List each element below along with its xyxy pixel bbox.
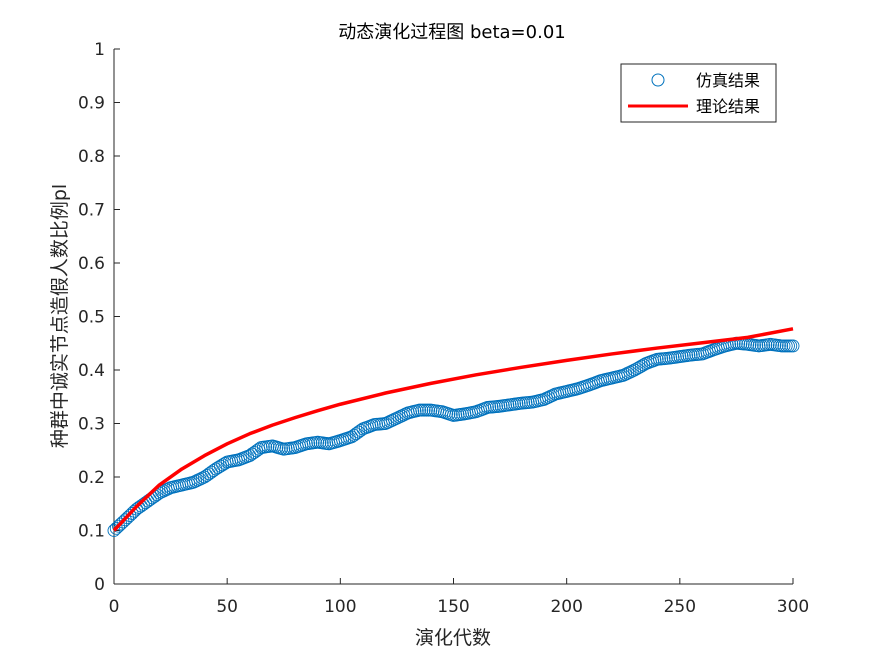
y-tick-label: 0.2 bbox=[78, 468, 105, 488]
sim-point bbox=[207, 464, 221, 478]
x-tick-label: 200 bbox=[550, 597, 582, 617]
sim-point bbox=[216, 458, 230, 472]
sim-point bbox=[213, 459, 227, 473]
y-tick-label: 0.8 bbox=[78, 147, 105, 167]
y-tick-label: 0.4 bbox=[78, 361, 105, 381]
y-tick-label: 0.7 bbox=[78, 201, 105, 221]
sim-point bbox=[118, 513, 132, 527]
x-axis-label: 演化代数 bbox=[415, 627, 491, 649]
sim-point bbox=[127, 504, 141, 518]
axes bbox=[113, 48, 794, 585]
sim-point bbox=[786, 339, 800, 353]
x-tick-label: 50 bbox=[216, 597, 238, 617]
x-tick-label: 250 bbox=[664, 597, 696, 617]
plot-area bbox=[114, 49, 793, 584]
sim-point bbox=[243, 449, 257, 463]
sim-point bbox=[200, 468, 214, 482]
x-tick-label: 0 bbox=[109, 597, 120, 617]
theory-line bbox=[112, 327, 794, 532]
legend: 仿真结果 理论结果 bbox=[620, 63, 777, 123]
sim-point bbox=[109, 521, 123, 535]
legend-label-sim: 仿真结果 bbox=[696, 71, 760, 90]
sim-point bbox=[202, 467, 216, 481]
sim-point bbox=[245, 447, 259, 461]
series-layer bbox=[107, 327, 800, 537]
sim-point bbox=[347, 428, 361, 442]
y-tick-label: 0.5 bbox=[78, 308, 105, 328]
x-tick-labels: 0 50 100 150 200 250 300 bbox=[109, 597, 810, 617]
y-tick-label: 0.9 bbox=[78, 94, 105, 114]
y-tick-label: 0.3 bbox=[78, 415, 105, 435]
sim-point bbox=[114, 517, 128, 531]
sim-point bbox=[198, 470, 211, 484]
y-axis-label: 种群中诚实节点造假人数比例pl bbox=[49, 184, 71, 448]
y-tick-label: 0.1 bbox=[78, 522, 105, 542]
sim-point bbox=[130, 502, 144, 516]
legend-label-theory: 理论结果 bbox=[696, 97, 760, 116]
y-tick-labels: 0 0.1 0.2 0.3 0.4 0.5 0.6 0.7 0.8 0.9 1 bbox=[78, 40, 105, 595]
sim-point bbox=[132, 501, 146, 514]
sim-point bbox=[345, 430, 359, 444]
chart-title: 动态演化过程图 beta=0.01 bbox=[338, 22, 565, 43]
sim-point bbox=[112, 519, 125, 533]
x-tick-label: 100 bbox=[324, 597, 356, 617]
x-tick-label: 150 bbox=[437, 597, 469, 617]
y-tick-label: 0.6 bbox=[78, 254, 105, 274]
sim-point bbox=[123, 509, 137, 522]
sim-point bbox=[116, 515, 130, 529]
sim-point bbox=[107, 524, 121, 537]
sim-point bbox=[121, 511, 135, 525]
y-tick-label: 0 bbox=[94, 575, 105, 595]
legend-marker-sim bbox=[651, 73, 665, 87]
sim-point bbox=[204, 465, 218, 479]
legend-box bbox=[620, 63, 777, 123]
sim-point bbox=[250, 444, 264, 458]
y-tick-label: 1 bbox=[94, 40, 105, 60]
x-tick-label: 300 bbox=[777, 597, 809, 617]
